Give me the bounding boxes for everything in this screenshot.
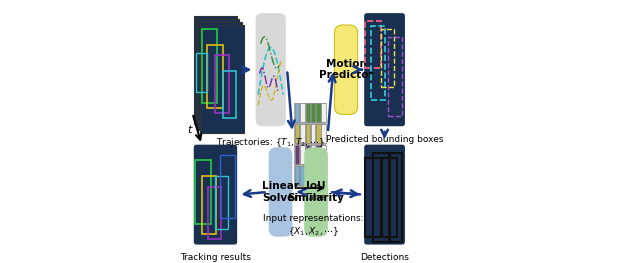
Text: Trajectories: $\{T_1, T_2, \cdots\}$: Trajectories: $\{T_1, T_2, \cdots\}$ (216, 136, 325, 149)
Bar (316, 103, 321, 122)
Bar (294, 103, 326, 124)
Bar (321, 145, 326, 164)
Bar (373, 153, 389, 242)
Bar (295, 124, 300, 143)
FancyBboxPatch shape (200, 25, 244, 133)
FancyBboxPatch shape (198, 22, 241, 130)
Bar (311, 124, 316, 143)
Bar (316, 124, 321, 143)
Bar (294, 145, 326, 166)
FancyBboxPatch shape (196, 19, 239, 127)
Bar (215, 55, 229, 113)
Bar (207, 45, 223, 108)
Bar (382, 158, 397, 237)
Bar (202, 29, 218, 103)
Bar (311, 103, 316, 122)
Bar (311, 166, 316, 185)
FancyBboxPatch shape (304, 147, 328, 237)
FancyBboxPatch shape (364, 13, 405, 126)
Bar (305, 145, 310, 164)
FancyBboxPatch shape (335, 25, 358, 114)
Bar (388, 37, 403, 116)
Text: Time: Time (305, 193, 325, 202)
Bar (381, 29, 394, 87)
Bar (215, 176, 228, 229)
Bar (305, 166, 310, 185)
Bar (208, 187, 221, 239)
Bar (295, 103, 300, 122)
FancyBboxPatch shape (269, 147, 292, 237)
Text: IoU
Similarity: IoU Similarity (287, 181, 344, 203)
Bar (371, 26, 385, 100)
Bar (321, 103, 326, 122)
Bar (300, 166, 305, 185)
FancyBboxPatch shape (364, 145, 405, 245)
Text: Linear
Solver: Linear Solver (262, 181, 300, 203)
Bar (195, 160, 211, 224)
Bar (223, 71, 236, 118)
FancyBboxPatch shape (194, 16, 237, 124)
Bar (300, 124, 305, 143)
Bar (321, 166, 326, 185)
Bar (365, 21, 381, 68)
Bar (300, 145, 305, 164)
Text: Input representations:
$\{X_1, X_2, \cdots\}$: Input representations: $\{X_1, X_2, \cdo… (263, 214, 364, 238)
Bar (311, 145, 316, 164)
Text: Detections: Detections (360, 253, 409, 262)
Bar (202, 176, 216, 234)
Text: Tracking results: Tracking results (180, 253, 251, 262)
Bar (300, 103, 305, 122)
Bar (365, 158, 381, 237)
Bar (295, 145, 300, 164)
Bar (294, 166, 326, 187)
Text: Motion
Predictor: Motion Predictor (319, 59, 373, 80)
Bar (390, 153, 403, 242)
Bar (294, 124, 326, 145)
Bar (305, 124, 310, 143)
Bar (295, 166, 300, 185)
Bar (196, 53, 207, 92)
FancyBboxPatch shape (255, 13, 286, 126)
Bar (316, 145, 321, 164)
Text: $t$: $t$ (188, 123, 194, 135)
Bar (220, 155, 234, 218)
Text: Predicted bounding boxes: Predicted bounding boxes (326, 135, 444, 144)
Bar (316, 166, 321, 185)
Bar (321, 124, 326, 143)
Bar (305, 103, 310, 122)
FancyBboxPatch shape (194, 145, 237, 245)
